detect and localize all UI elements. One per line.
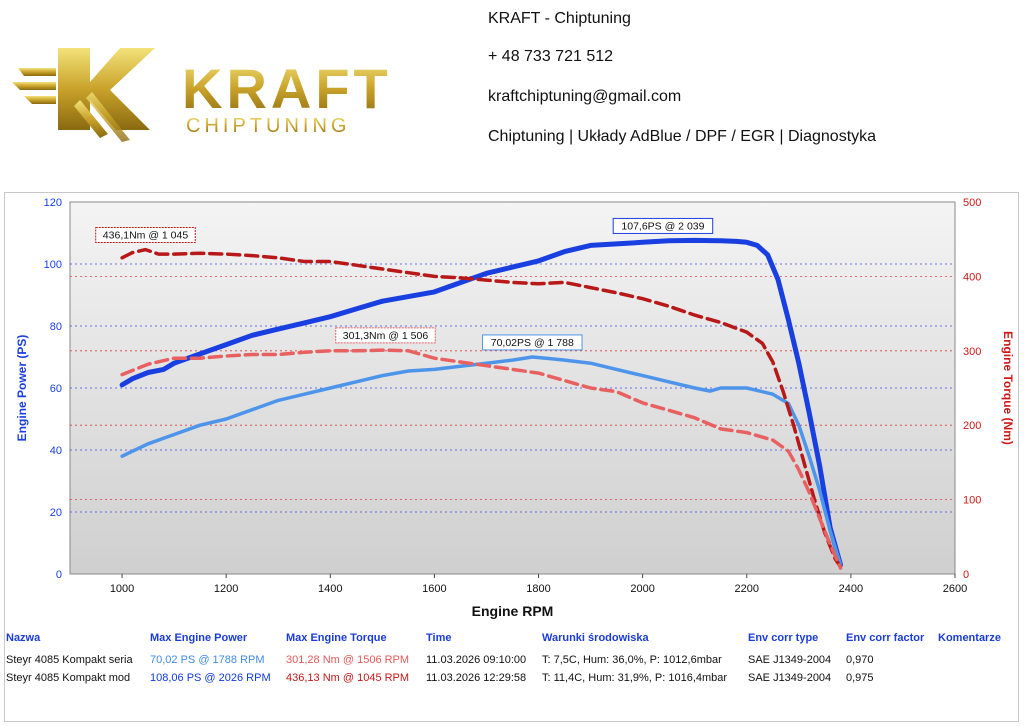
header-env-corr-factor: Env corr factor xyxy=(846,632,925,644)
x-tick-label: 2000 xyxy=(630,583,654,595)
row-max-power: 70,02 PS @ 1788 RPM xyxy=(150,654,265,666)
header-conditions: Warunki środowiska xyxy=(542,632,649,644)
row-conditions: T: 7,5C, Hum: 36,0%, P: 1012,6mbar xyxy=(542,654,722,666)
email-address: kraftchiptuning@gmail.com xyxy=(488,88,682,105)
y-axis-label: Engine Power (PS) xyxy=(15,335,29,442)
x-tick-label: 1400 xyxy=(318,583,342,595)
svg-text:70,02PS @ 1 788: 70,02PS @ 1 788 xyxy=(491,337,574,349)
header-env-corr-type: Env corr type xyxy=(748,632,819,644)
row-time: 11.03.2026 09:10:00 xyxy=(426,654,527,666)
y2-tick-label: 500 xyxy=(963,197,981,209)
svg-text:107,6PS @ 2 039: 107,6PS @ 2 039 xyxy=(621,220,704,232)
header-max-torque: Max Engine Torque xyxy=(286,632,387,644)
row-max-torque: 436,13 Nm @ 1045 RPM xyxy=(286,672,410,684)
y-tick-label: 0 xyxy=(56,569,62,581)
logo-subtext: CHIPTUNING xyxy=(186,115,350,137)
y-tick-label: 120 xyxy=(44,197,62,209)
row-max-torque: 301,28 Nm @ 1506 RPM xyxy=(286,654,410,666)
x-tick-label: 2400 xyxy=(839,583,863,595)
x-tick-label: 1200 xyxy=(214,583,238,595)
y2-tick-label: 300 xyxy=(963,346,981,358)
row-env-corr-factor: 0,975 xyxy=(846,672,874,684)
x-axis-label: Engine RPM xyxy=(472,603,554,619)
header-comments: Komentarze xyxy=(938,632,1001,644)
y2-tick-label: 200 xyxy=(963,420,981,432)
row-env-corr-type: SAE J1349-2004 xyxy=(748,672,832,684)
data-label-2: 301,3Nm @ 1 506 xyxy=(335,327,436,344)
kraft-logo-icon: KRAFT CHIPTUNING xyxy=(12,48,392,142)
row-max-power: 108,06 PS @ 2026 RPM xyxy=(150,672,271,684)
row-name: Steyr 4085 Kompakt seria xyxy=(6,654,133,666)
series-line-power-1 xyxy=(120,355,843,567)
company-name: KRAFT - Chiptuning xyxy=(488,10,631,27)
header-time: Time xyxy=(426,632,452,644)
annotations: 436,1Nm @ 1 045 107,6PS @ 2 039 301,3Nm @ … xyxy=(95,217,714,351)
row-conditions: T: 11,4C, Hum: 31,9%, P: 1016,4mbar xyxy=(542,672,728,684)
header-name: Nazwa xyxy=(6,632,41,644)
series-layer xyxy=(119,237,843,570)
x-tick-label: 2200 xyxy=(735,583,759,595)
row-time: 11.03.2026 12:29:58 xyxy=(426,672,527,684)
data-label-0: 436,1Nm @ 1 045 xyxy=(95,227,196,244)
x-tick-label: 1600 xyxy=(422,583,446,595)
report-header: KRAFT CHIPTUNING KRAFT - Chiptuning + 48… xyxy=(0,0,1024,190)
row-env-corr-type: SAE J1349-2004 xyxy=(748,654,832,666)
y-tick-label: 60 xyxy=(50,383,62,395)
logo-text: KRAFT xyxy=(182,57,392,120)
services-line: Chiptuning | Układy AdBlue / DPF / EGR |… xyxy=(488,128,877,145)
svg-text:436,1Nm @ 1 045: 436,1Nm @ 1 045 xyxy=(103,230,189,242)
y-tick-label: 20 xyxy=(50,507,62,519)
plot-area xyxy=(69,201,956,575)
row-env-corr-factor: 0,970 xyxy=(846,654,874,666)
series-line-torque-2 xyxy=(120,247,843,569)
table-row: Steyr 4085 Kompakt mod 108,06 PS @ 2026 … xyxy=(6,672,1018,688)
data-label-1: 107,6PS @ 2 039 xyxy=(612,217,714,234)
table-row: Steyr 4085 Kompakt seria 70,02 PS @ 1788… xyxy=(6,654,1018,670)
data-label-3: 70,02PS @ 1 788 xyxy=(482,334,583,351)
y2-tick-label: 400 xyxy=(963,271,981,283)
x-tick-label: 2600 xyxy=(943,583,967,595)
row-name: Steyr 4085 Kompakt mod xyxy=(6,672,131,684)
series-line-torque-3 xyxy=(120,348,843,570)
table-header-row: Nazwa Max Engine Power Max Engine Torque… xyxy=(6,632,1018,648)
x-tick-label: 1000 xyxy=(110,583,134,595)
phone-number: + 48 733 721 512 xyxy=(488,48,614,65)
header-max-power: Max Engine Power xyxy=(150,632,248,644)
y2-tick-label: 100 xyxy=(963,495,981,507)
chart-frame xyxy=(4,192,1019,722)
svg-text:301,3Nm @ 1 506: 301,3Nm @ 1 506 xyxy=(343,330,429,342)
series-line-power-0 xyxy=(119,237,843,568)
y-tick-label: 100 xyxy=(44,259,62,271)
y2-tick-label: 0 xyxy=(963,569,969,581)
y-tick-label: 40 xyxy=(50,445,62,457)
x-tick-label: 1800 xyxy=(526,583,550,595)
y2-axis-label: Engine Torque (Nm) xyxy=(1001,331,1015,445)
y-tick-label: 80 xyxy=(50,321,62,333)
